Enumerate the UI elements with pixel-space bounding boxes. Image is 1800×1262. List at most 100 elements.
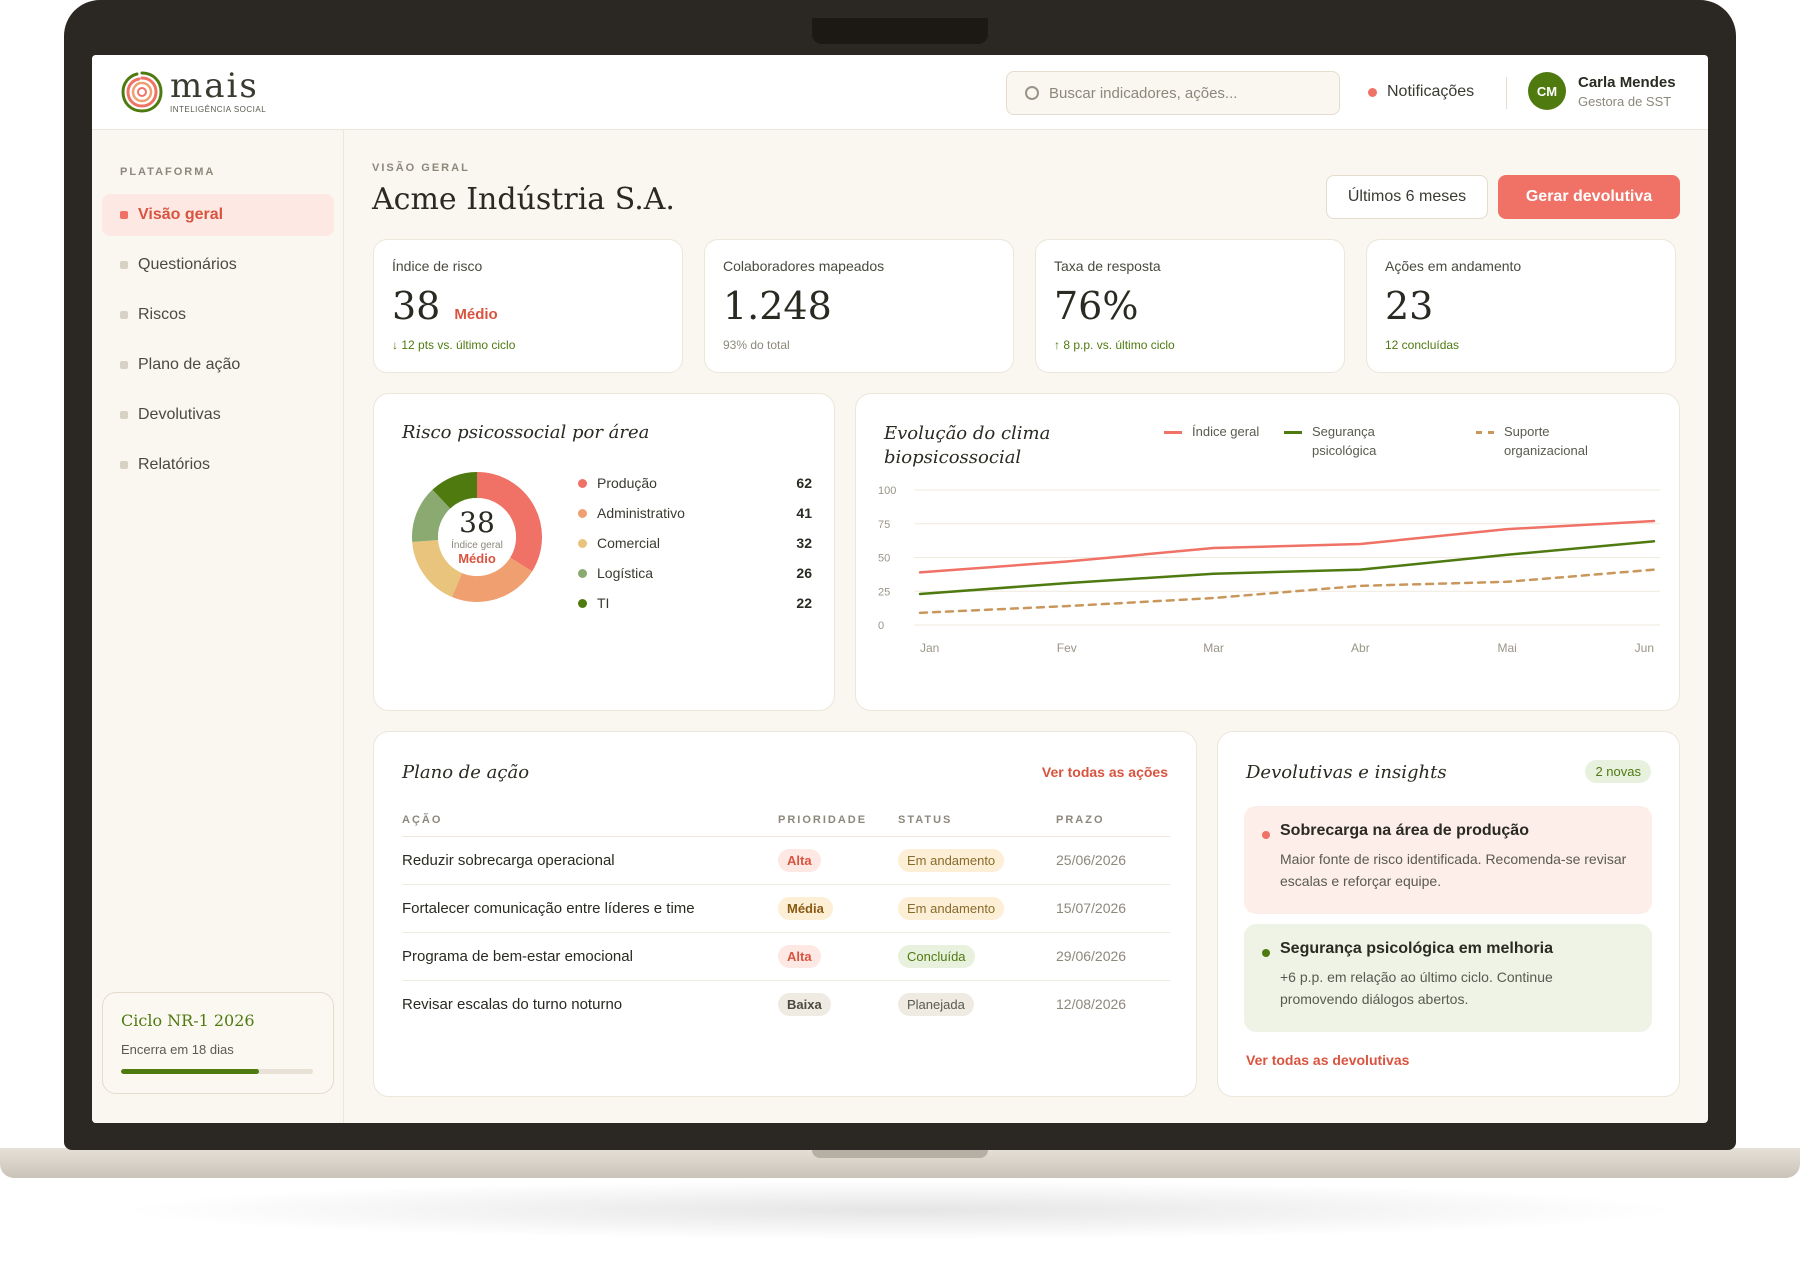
kpi-note: ↑ 8 p.p. vs. último ciclo <box>1054 338 1175 352</box>
y-tick-label: 25 <box>878 586 890 598</box>
legend-item-suporte-organizacional: Suporte organizacional <box>1476 422 1634 460</box>
x-tick-label: Fev <box>1057 641 1077 655</box>
sidebar-item-relatorios[interactable]: Relatórios <box>102 444 334 486</box>
table-header-row: AÇÃO PRIORIDADE STATUS PRAZO <box>402 804 1170 837</box>
donut-slice-3[interactable] <box>412 489 451 543</box>
sidebar-item-label: Relatórios <box>138 456 211 473</box>
kpi-card-mapped-employees[interactable]: Colaboradores mapeados 1.248 93% do tota… <box>704 239 1014 373</box>
climate-evolution-card: Evolução do clima biopsicossocial Índice… <box>855 393 1680 711</box>
legend-item-indice-geral: Índice geral <box>1164 422 1262 441</box>
success-dot-icon <box>1262 949 1270 957</box>
brand-logo[interactable]: mais INTELIGÊNCIA SOCIAL <box>120 69 266 114</box>
chart-title: Evolução do clima biopsicossocial <box>884 423 1051 468</box>
sidebar-item-devolutivas[interactable]: Devolutivas <box>102 394 334 436</box>
notifications-button[interactable]: Notificações <box>1368 83 1474 101</box>
table-row[interactable]: Programa de bem-estar emocional Alta Con… <box>402 932 1170 981</box>
legend-dot-icon <box>578 478 587 488</box>
legend-swatch <box>1284 431 1302 434</box>
avatar: CM <box>1528 72 1566 110</box>
nav-bullet-icon <box>120 211 128 219</box>
sidebar-item-questionarios[interactable]: Questionários <box>102 244 334 286</box>
view-all-actions-link[interactable]: Ver todas as ações <box>1041 764 1168 780</box>
sidebar-item-label: Plano de ação <box>138 356 241 373</box>
user-name: Carla Mendes <box>1578 73 1676 91</box>
insight-item[interactable]: Segurança psicológica em melhoria +6 p.p… <box>1244 924 1652 1032</box>
donut-slice-1[interactable] <box>452 557 533 602</box>
nav-bullet-icon <box>120 261 128 269</box>
column-header-acao[interactable]: AÇÃO <box>402 804 778 837</box>
insight-title: Segurança psicológica em melhoria <box>1280 940 1553 957</box>
sidebar-item-riscos[interactable]: Riscos <box>102 294 334 336</box>
cycle-progress-bar <box>121 1069 313 1074</box>
page-title: Acme Indústria S.A. <box>372 182 675 217</box>
sidebar: PLATAFORMA Visão geral Questionários Ris… <box>92 130 344 1123</box>
cycle-card[interactable]: Ciclo NR-1 2026 Encerra em 18 dias <box>102 992 334 1094</box>
brand-tagline: INTELIGÊNCIA SOCIAL <box>170 105 267 114</box>
kpi-card-risk-index[interactable]: Índice de risco 38 Médio ↓ 12 pts vs. úl… <box>373 239 683 373</box>
action-name: Programa de bem-estar emocional <box>402 932 778 981</box>
insight-item[interactable]: Sobrecarga na área de produção Maior fon… <box>1244 806 1652 914</box>
legend-item-seguranca-psicologica: Segurança psicológica <box>1284 422 1412 460</box>
table-row[interactable]: Reduzir sobrecarga operacional Alta Em a… <box>402 836 1170 885</box>
legend-dot-icon <box>578 598 587 608</box>
view-all-feedback-link[interactable]: Ver todas as devolutivas <box>1246 1052 1410 1068</box>
sidebar-item-label: Questionários <box>138 256 237 273</box>
kpi-note: ↓ 12 pts vs. último ciclo <box>392 338 516 352</box>
legend-label: Suporte organizacional <box>1504 424 1588 458</box>
action-name: Reduzir sobrecarga operacional <box>402 836 778 885</box>
kpi-card-actions-in-progress[interactable]: Ações em andamento 23 12 concluídas <box>1366 239 1676 373</box>
kpi-card-response-rate[interactable]: Taxa de resposta 76% ↑ 8 p.p. vs. último… <box>1035 239 1345 373</box>
legend-label: Logística <box>597 565 654 581</box>
sidebar-heading: PLATAFORMA <box>120 166 216 178</box>
series-line-1[interactable] <box>918 540 1656 596</box>
sidebar-item-visao-geral[interactable]: Visão geral <box>102 194 334 236</box>
table-row[interactable]: Revisar escalas do turno noturno Baixa P… <box>402 980 1170 1028</box>
donut-center-level: Médio <box>458 551 496 566</box>
legend-value: 41 <box>796 505 812 521</box>
laptop-camera-notch <box>812 18 988 44</box>
laptop-hinge <box>812 1148 988 1158</box>
insight-body: +6 p.p. em relação ao último ciclo. Cont… <box>1280 969 1553 1007</box>
top-bar: mais INTELIGÊNCIA SOCIAL Notificações CM… <box>92 55 1708 130</box>
cycle-subtitle: Encerra em 18 dias <box>121 1042 234 1057</box>
series-line-2[interactable] <box>918 568 1656 615</box>
x-tick-label: Jan <box>920 641 939 655</box>
status-badge: Em andamento <box>898 896 1005 920</box>
kpi-level-tag: Médio <box>454 306 498 323</box>
risk-by-area-legend: Produção 62 Administrativo 41 Comercial 32 Log… <box>578 468 812 618</box>
nav-bullet-icon <box>120 361 128 369</box>
generate-feedback-button[interactable]: Gerar devolutiva <box>1498 175 1680 219</box>
kpi-value: 1.248 <box>723 284 832 328</box>
period-select-button[interactable]: Últimos 6 meses <box>1326 175 1488 219</box>
laptop-shadow <box>110 1180 1690 1240</box>
action-name: Fortalecer comunicação entre líderes e t… <box>402 884 778 933</box>
donut-center-label: Índice geral <box>451 540 503 551</box>
priority-badge: Média <box>778 896 833 920</box>
new-count-badge: 2 novas <box>1585 760 1651 783</box>
series-line-0[interactable] <box>918 519 1656 574</box>
donut-slice-2[interactable] <box>412 539 463 597</box>
user-menu[interactable]: CM Carla Mendes Gestora de SST <box>1528 72 1676 110</box>
column-header-prazo[interactable]: PRAZO <box>1056 804 1170 837</box>
donut-slice-0[interactable] <box>476 472 542 572</box>
legend-row: TI 22 <box>578 588 812 618</box>
legend-value: 62 <box>796 475 812 491</box>
kpi-label: Índice de risco <box>392 258 483 274</box>
notifications-label: Notificações <box>1387 83 1475 100</box>
search-box[interactable] <box>1006 71 1340 115</box>
legend-label: Segurança psicológica <box>1312 424 1377 458</box>
search-icon <box>1025 86 1039 100</box>
donut-slice-4[interactable] <box>432 472 478 510</box>
column-header-status[interactable]: STATUS <box>898 804 1056 837</box>
kpi-label: Ações em andamento <box>1385 258 1522 274</box>
deadline: 15/07/2026 <box>1056 884 1170 933</box>
risk-donut-chart: 38 Índice geral Médio <box>402 462 552 612</box>
search-input[interactable] <box>1049 84 1319 102</box>
column-header-prioridade[interactable]: PRIORIDADE <box>778 804 898 837</box>
status-badge: Concluída <box>898 944 975 968</box>
sidebar-item-plano-de-acao[interactable]: Plano de ação <box>102 344 334 386</box>
table-row[interactable]: Fortalecer comunicação entre líderes e t… <box>402 884 1170 933</box>
kpi-label: Colaboradores mapeados <box>723 258 885 274</box>
priority-badge: Alta <box>778 848 821 872</box>
action-plan-card: Plano de ação Ver todas as ações AÇÃO PR… <box>373 731 1197 1097</box>
